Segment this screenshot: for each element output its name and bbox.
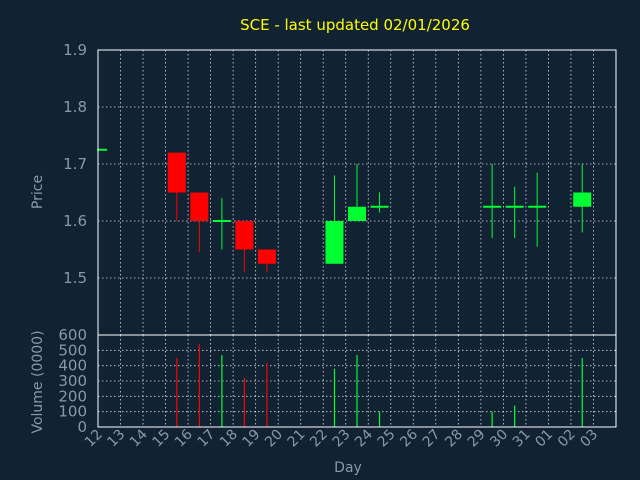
candle-body	[190, 192, 209, 221]
x-tick-label: 15	[149, 427, 173, 451]
x-tick-label: 26	[397, 426, 421, 450]
candle-body	[573, 192, 592, 207]
x-tick-label: 27	[420, 427, 444, 451]
price-tick-label: 1.9	[63, 41, 87, 59]
chart-title: SCE - last updated 02/01/2026	[240, 16, 470, 34]
x-tick-label: 19	[240, 427, 264, 451]
price-tick-label: 1.5	[63, 269, 87, 287]
candle-body	[348, 206, 366, 221]
candle-body	[325, 221, 344, 264]
volume-tick-label: 100	[58, 403, 87, 421]
candle-body	[370, 205, 389, 208]
x-tick-label: 16	[172, 426, 196, 450]
candle-body	[528, 205, 547, 208]
x-tick-label: 29	[465, 427, 489, 451]
price-tick-label: 1.8	[63, 98, 87, 116]
x-tick-label: 21	[285, 427, 309, 451]
candles	[97, 148, 592, 273]
volume-bars	[176, 344, 583, 427]
x-tick-label: 20	[262, 427, 286, 451]
x-tick-label: 14	[127, 426, 151, 450]
volume-tick-label: 200	[58, 387, 87, 405]
price-axis-label: Price	[30, 175, 46, 209]
candle-body	[505, 205, 524, 208]
x-tick-label: 18	[217, 427, 241, 451]
candle-body	[167, 152, 186, 193]
volume-tick-label: 400	[58, 357, 87, 375]
x-tick-label: 22	[307, 427, 331, 451]
candle-body	[483, 205, 502, 208]
volume-axis-label: Volume (0000)	[30, 330, 46, 433]
price-grid	[98, 49, 616, 335]
volume-tick-label: 300	[58, 372, 87, 390]
x-axis-label: Day	[334, 460, 362, 476]
candle-body	[212, 220, 231, 222]
x-tick-label: 02	[555, 427, 579, 451]
price-y-ticks: 1.5 1.6 1.7 1.8 1.9	[63, 41, 87, 287]
x-tick-label: 31	[510, 427, 534, 451]
price-tick-label: 1.7	[63, 155, 87, 173]
candle-body	[257, 249, 276, 264]
x-tick-label: 30	[487, 427, 511, 451]
x-tick-label: 17	[195, 427, 219, 451]
x-tick-label: 24	[352, 426, 376, 450]
volume-tick-label: 500	[58, 341, 87, 359]
volume-panel-frame	[97, 334, 617, 428]
x-tick-label: 23	[330, 427, 354, 451]
x-tick-label: 25	[375, 427, 399, 451]
volume-tick-label: 0	[77, 418, 87, 436]
x-tick-label: 01	[532, 427, 556, 451]
price-tick-label: 1.6	[63, 212, 87, 230]
x-tick-label: 28	[442, 427, 466, 451]
x-tick-label: 03	[577, 427, 601, 451]
volume-tick-label: 600	[58, 326, 87, 344]
x-tick-label: 13	[104, 427, 128, 451]
candle-body	[235, 221, 254, 250]
volume-grid	[98, 334, 616, 428]
candle-body	[97, 148, 107, 151]
x-ticks: 1213141516171819202122232425262728293031…	[82, 426, 601, 450]
